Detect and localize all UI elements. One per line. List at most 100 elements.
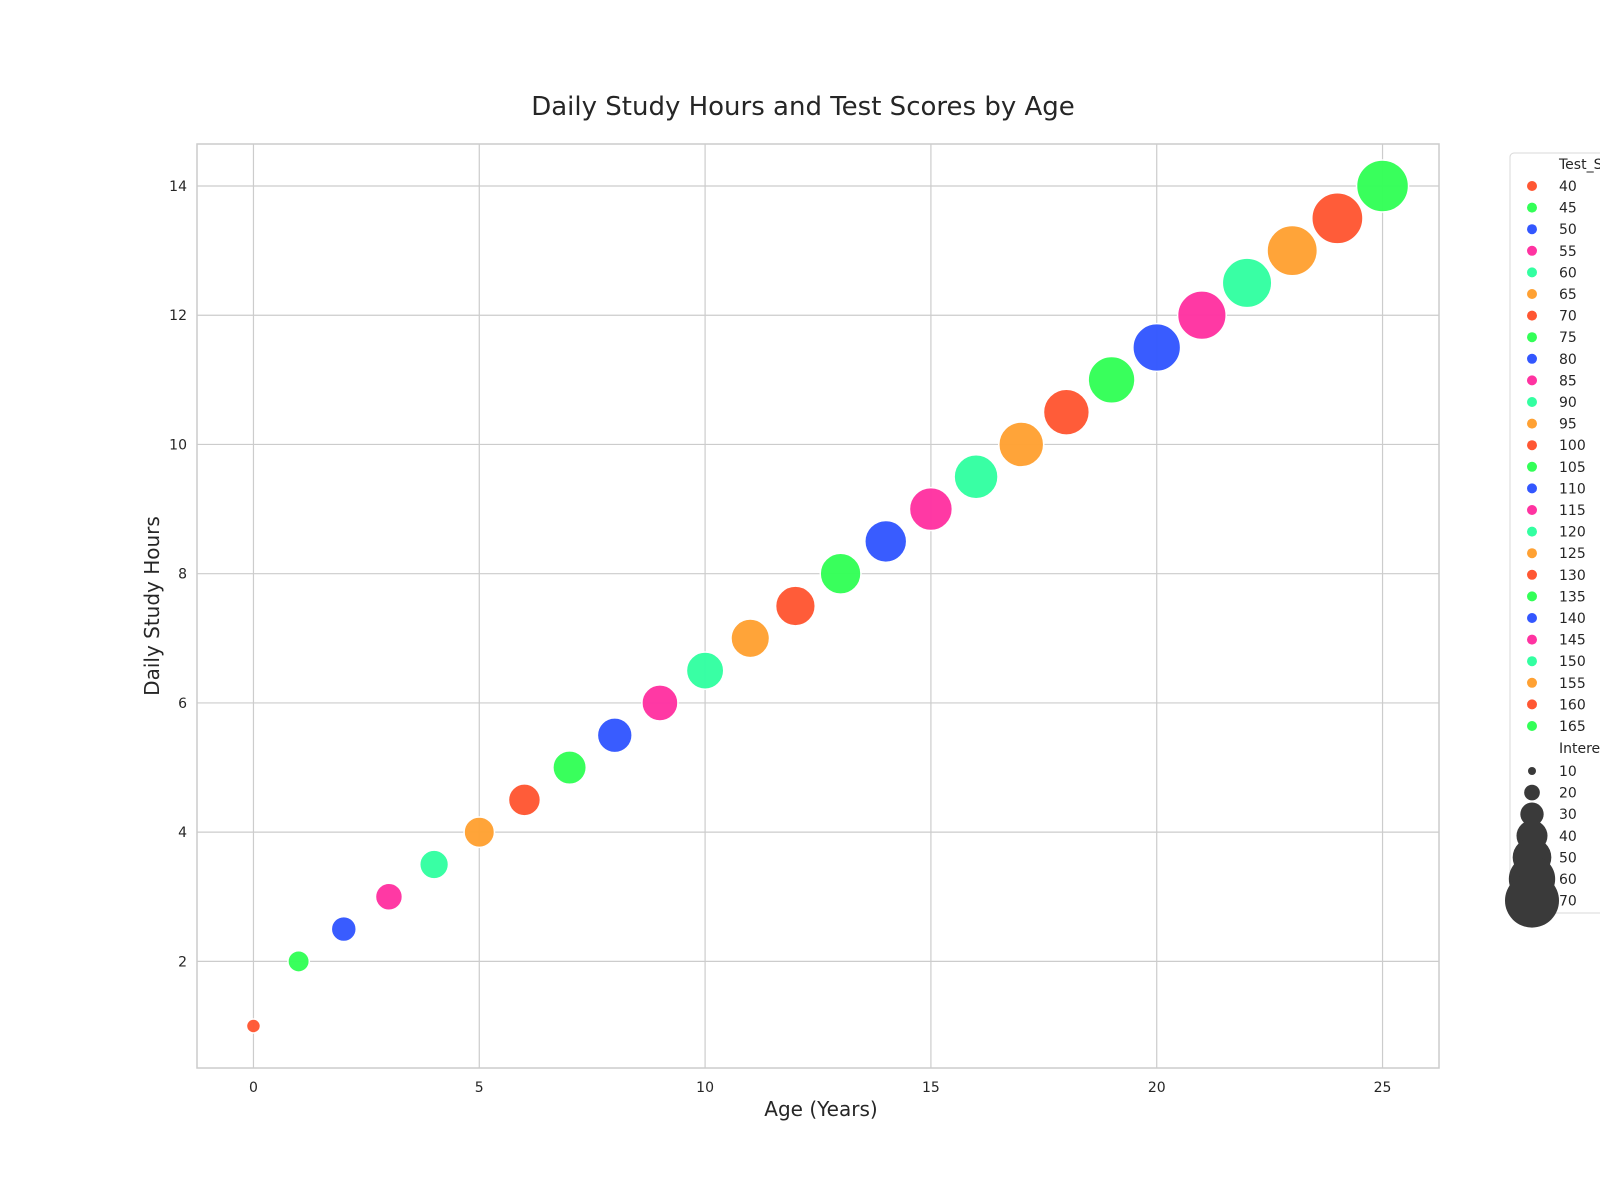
x-tick-label: 10: [696, 1080, 714, 1096]
hue-legend-label: 85: [1559, 373, 1577, 389]
size-legend-label: 50: [1559, 850, 1577, 866]
hue-legend-marker: [1527, 397, 1537, 407]
x-tick-label: 15: [922, 1080, 940, 1096]
hue-legend-entry: 90: [1527, 395, 1577, 411]
hue-legend-entry: 145: [1527, 633, 1586, 649]
hue-legend-marker: [1527, 634, 1537, 645]
size-legend-entry: 70: [1505, 873, 1577, 928]
hue-legend-label: 145: [1559, 633, 1586, 649]
hue-legend-label: 125: [1559, 546, 1586, 562]
size-legend-entry: 20: [1524, 784, 1577, 802]
hue-legend-entry: 75: [1527, 330, 1577, 346]
data-point: [463, 816, 496, 849]
hue-legend-marker: [1527, 656, 1537, 667]
hue-legend-marker: [1527, 440, 1537, 451]
hue-legend-entry: 125: [1527, 546, 1586, 562]
hue-legend-marker: [1527, 677, 1537, 688]
y-tick-label: 2: [178, 954, 187, 970]
size-legend-marker: [1524, 784, 1540, 801]
hue-legend-entry: 160: [1527, 697, 1586, 713]
hue-legend-label: 130: [1559, 568, 1586, 584]
data-point: [730, 618, 771, 659]
y-tick-label: 14: [169, 179, 187, 195]
data-point: [1042, 388, 1091, 436]
size-legend-label: 70: [1559, 894, 1577, 910]
size-legend-entry: 30: [1520, 802, 1577, 826]
hue-legend-label: 155: [1559, 676, 1586, 692]
hue-legend-marker: [1527, 505, 1537, 515]
hue-legend-entry: 155: [1527, 676, 1586, 692]
hue-legend-marker: [1527, 613, 1537, 623]
data-point: [908, 486, 954, 532]
hue-legend-label: 65: [1559, 287, 1577, 303]
hue-legend-label: 165: [1559, 719, 1586, 735]
hue-legend-entry: 55: [1527, 244, 1577, 260]
hue-legend-label: 160: [1559, 697, 1586, 713]
hue-legend-entry: 135: [1527, 589, 1586, 605]
x-axis-label: Age (Years): [764, 1097, 877, 1121]
hue-legend-entry: 80: [1527, 352, 1577, 368]
size-legend-label: 20: [1559, 786, 1577, 802]
hue-legend-entry: 50: [1527, 222, 1577, 238]
tick-labels: 0 5 10 15 20 25 2 4 6 8 10 12 14: [169, 179, 1391, 1096]
data-points: [245, 159, 1410, 1034]
x-tick-label: 5: [475, 1080, 484, 1096]
hue-legend-marker: [1527, 526, 1537, 537]
y-tick-label: 4: [178, 825, 187, 841]
hue-legend-marker: [1527, 699, 1537, 710]
data-point: [641, 684, 679, 722]
size-legend-label: 60: [1559, 872, 1577, 888]
hue-legend-marker: [1527, 267, 1537, 278]
hue-legend-marker: [1527, 353, 1537, 364]
hue-legend-entry: 95: [1527, 417, 1577, 433]
data-point: [287, 949, 311, 973]
y-tick-label: 8: [178, 567, 187, 583]
hue-legend-entry: 60: [1527, 265, 1577, 281]
data-point: [1311, 191, 1364, 245]
hue-legend-marker: [1527, 461, 1537, 472]
data-point: [552, 750, 588, 785]
hue-legend-marker: [1527, 332, 1537, 343]
hue-legend-marker: [1527, 591, 1537, 602]
hue-legend-marker: [1527, 202, 1537, 213]
size-legend-label: 10: [1559, 764, 1577, 780]
x-tick-label: 0: [249, 1080, 258, 1096]
y-tick-label: 6: [178, 696, 187, 712]
hue-legend-label: 110: [1559, 481, 1586, 497]
y-tick-label: 12: [169, 308, 187, 324]
chart-title: Daily Study Hours and Test Scores by Age: [531, 92, 1075, 122]
hue-legend-entry: 165: [1527, 719, 1586, 735]
hue-legend-label: 100: [1559, 438, 1586, 454]
hue-legend-marker: [1527, 310, 1537, 321]
size-legend-label: 40: [1559, 829, 1577, 845]
legend-frame: [1509, 152, 1600, 914]
hue-legend-marker: [1527, 181, 1537, 191]
data-point: [1087, 355, 1136, 404]
data-point: [418, 849, 450, 880]
hue-legend-label: 40: [1559, 179, 1577, 195]
hue-legend-entry: 150: [1527, 654, 1586, 670]
hue-legend-entry: 120: [1527, 525, 1586, 541]
data-point: [1266, 224, 1319, 277]
hue-legend-label: 80: [1559, 352, 1577, 368]
hue-legend-label: 120: [1559, 525, 1586, 541]
hue-legend-title: Test_S: [1558, 157, 1600, 173]
hue-legend-label: 55: [1559, 244, 1577, 260]
hue-legend-marker: [1527, 224, 1537, 235]
size-legend-entry: 10: [1528, 764, 1577, 780]
data-point: [953, 454, 999, 500]
hue-legend-label: 75: [1559, 330, 1577, 346]
hue-legend-entry: 40: [1527, 179, 1577, 195]
hue-legend-marker: [1527, 245, 1537, 256]
hue-legend-marker: [1527, 289, 1537, 299]
hue-legend-entry: 45: [1527, 201, 1577, 217]
data-point: [374, 882, 404, 911]
hue-legend-label: 45: [1559, 201, 1577, 217]
data-point: [864, 519, 908, 564]
size-legend-label: 30: [1559, 807, 1577, 823]
hue-legend-label: 115: [1559, 503, 1586, 519]
hue-legend-entry: 100: [1527, 438, 1586, 454]
data-point: [507, 783, 542, 817]
hue-legend-entry: 110: [1527, 481, 1586, 497]
